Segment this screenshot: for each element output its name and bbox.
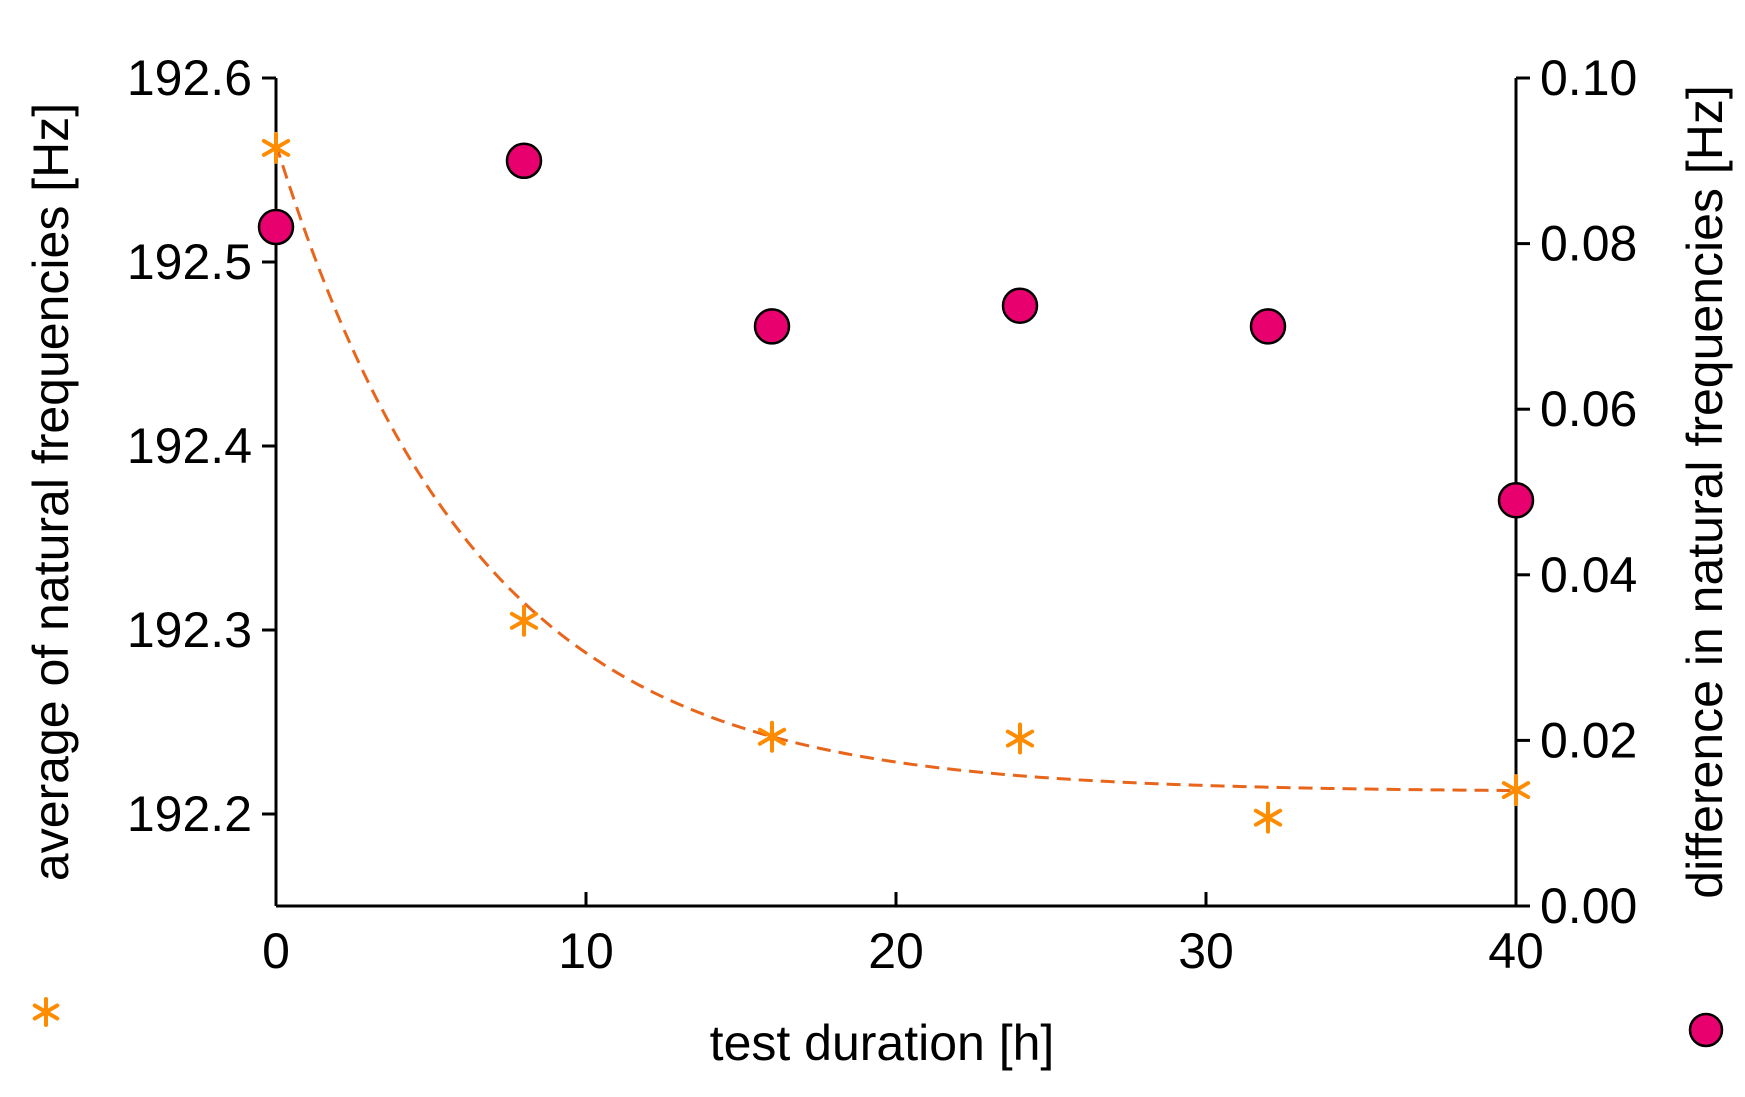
y-right-tick-label: 0.06: [1540, 381, 1637, 437]
y-right-tick-label: 0.10: [1540, 50, 1637, 106]
left-y-axis-title: average of natural frequencies [Hz]: [23, 103, 79, 881]
fit-curve: [274, 143, 1517, 793]
legend-circle: [1688, 1012, 1724, 1048]
asterisk-series: [261, 131, 1531, 834]
asterisk-point: [757, 720, 787, 753]
circle-point: [1249, 308, 1287, 345]
y-right-tick-label: 0.00: [1540, 878, 1637, 934]
circle-series: [257, 142, 1535, 519]
x-tick-label: 40: [1488, 923, 1544, 979]
x-axis-title: test duration [h]: [710, 1015, 1055, 1071]
asterisk-point: [1501, 774, 1531, 807]
x-ticks: 0 10 20 30 40: [262, 892, 1544, 979]
y-right-tick-label: 0.08: [1540, 216, 1637, 272]
circle-point: [505, 142, 543, 180]
asterisk-point: [509, 604, 539, 637]
y-left-tick-label: 192.4: [127, 418, 252, 474]
right-y-axis-title: difference in natural frequencies [Hz]: [1677, 85, 1733, 898]
legend-left-asterisk-marker: [32, 997, 60, 1027]
y-left-ticks: 192.2 192.3 192.4 192.5 192.6: [127, 50, 276, 842]
asterisk-point: [1005, 722, 1035, 755]
y-right-tick-label: 0.04: [1540, 547, 1637, 603]
x-tick-label: 20: [868, 923, 924, 979]
asterisk-point: [1253, 801, 1283, 834]
legend-right-circle-marker: [1688, 1012, 1724, 1048]
legend-asterisk: [32, 997, 60, 1027]
y-left-tick-label: 192.2: [127, 786, 252, 842]
y-right-ticks: 0.00 0.02 0.04 0.06 0.08 0.10: [1516, 50, 1637, 934]
circle-point: [257, 208, 295, 246]
y-right-tick-label: 0.02: [1540, 712, 1637, 768]
y-left-tick-label: 192.6: [127, 50, 252, 106]
circle-point: [1001, 287, 1039, 324]
circle-point: [1497, 482, 1535, 519]
y-left-tick-label: 192.5: [127, 234, 252, 290]
x-tick-label: 0: [262, 923, 290, 979]
axes: [274, 78, 1518, 908]
x-tick-label: 30: [1178, 923, 1234, 979]
asterisk-point: [261, 131, 291, 164]
y-left-tick-label: 192.3: [127, 602, 252, 658]
circle-point: [753, 308, 791, 345]
x-tick-label: 10: [558, 923, 614, 979]
